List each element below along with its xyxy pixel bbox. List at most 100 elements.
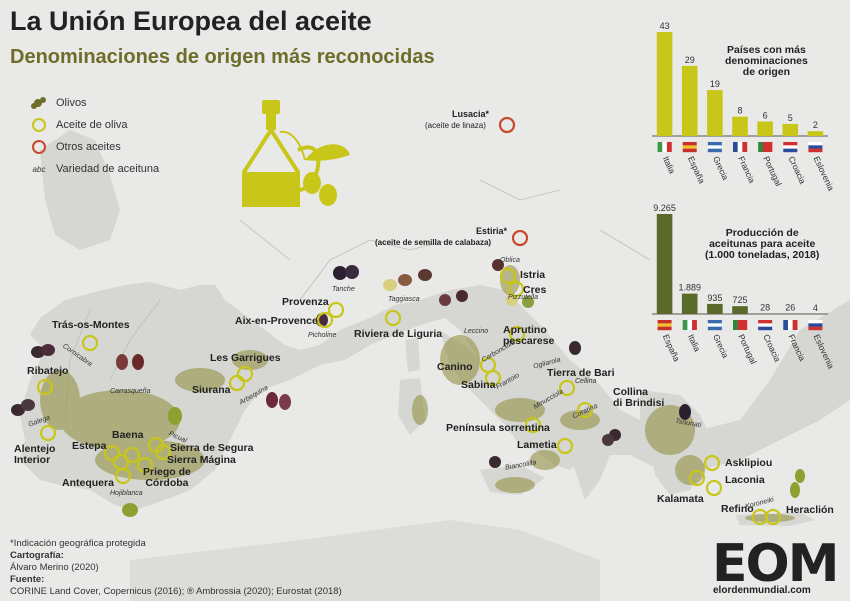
legend-item-variedad: abc Variedad de aceituna — [30, 162, 160, 176]
variety-leccino: Leccino — [464, 328, 489, 335]
value-label: 4 — [813, 303, 818, 313]
value-label: 5 — [788, 113, 793, 123]
value-label: 8 — [737, 106, 742, 116]
label-sierra-segura: Sierra de Segura — [170, 442, 254, 454]
olive-oil-bottle-icon — [242, 100, 350, 207]
bar-portugal — [732, 306, 748, 314]
label-siurana: Siurana — [192, 384, 231, 396]
category-label: Croacia — [786, 155, 808, 186]
footer-cartography-label: Cartografía: — [10, 550, 64, 561]
label-ribatejo: Ribatejo — [27, 365, 69, 377]
bar-grecia — [707, 90, 723, 136]
legend-item-otros-aceites: Otros aceites — [30, 140, 121, 154]
page-title: La Unión Europea del aceite — [10, 6, 372, 36]
gr-flag-icon — [707, 142, 722, 153]
label-provenza: Provenza — [282, 296, 329, 308]
variety-taggiasca: Taggiasca — [388, 296, 420, 303]
hr-flag-icon — [758, 320, 773, 331]
label-asklipiou: Asklipiou — [725, 457, 773, 469]
category-label: España — [661, 333, 682, 364]
red-ring-icon — [30, 140, 48, 154]
it-flag-icon — [657, 142, 672, 152]
bar-grecia — [707, 303, 723, 314]
label-estiria: Estiria* — [476, 226, 508, 236]
label-estepa: Estepa — [72, 440, 107, 452]
category-label: Eslovenia — [812, 155, 837, 193]
page-subtitle: Denominaciones de origen más reconocidas — [10, 46, 435, 68]
category-label: Italia — [686, 333, 703, 354]
label-cres: Cres — [523, 284, 547, 296]
category-label: Croacia — [761, 333, 783, 364]
label-lusacia-sub: (aceite de linaza) — [425, 121, 486, 130]
gr-flag-icon — [707, 320, 722, 331]
footer-note: *Indicación geográfica protegida — [10, 538, 146, 549]
label-tierra-bari: Tierra de Bari — [547, 367, 615, 379]
label-canino: Canino — [437, 361, 473, 373]
label-les-garrigues: Les Garrigues — [210, 352, 281, 364]
category-label: Grecia — [711, 155, 731, 182]
variety-hojiblanca: Hojiblanca — [110, 490, 143, 497]
label-lusacia: Lusacia* — [452, 109, 490, 119]
category-label: Portugal — [761, 155, 783, 188]
value-label: 2 — [813, 120, 818, 130]
label-laconia: Laconia — [725, 474, 765, 486]
yellow-ring-icon — [30, 118, 48, 132]
bar-portugal — [757, 121, 773, 136]
legend-item-olivos: Olivos — [30, 96, 87, 110]
variety-pizzutella: Pizzutella — [508, 294, 538, 301]
bar-eslovenia — [807, 131, 824, 136]
variety-tanche: Tanche — [332, 286, 355, 293]
footer-sources-label: Fuente: — [10, 574, 45, 585]
variety-carrasquena: Carrasqueña — [110, 388, 151, 395]
legend-label: Otros aceites — [56, 141, 121, 153]
label-kalamata: Kalamata — [657, 493, 704, 505]
category-label: Italia — [661, 155, 678, 176]
label-sierra-magina: Sierra Mágina — [167, 454, 236, 466]
label-alentejo: Alentejo Interior — [14, 443, 56, 466]
category-label: España — [686, 155, 707, 186]
label-aprutino: Aprutino pescarese — [503, 324, 555, 347]
pt-flag-icon — [758, 142, 773, 152]
pt-flag-icon — [733, 320, 748, 330]
label-riviera: Riviera de Liguria — [354, 328, 443, 340]
fr-flag-icon — [783, 320, 798, 330]
abc-icon: abc — [32, 164, 46, 174]
label-peninsula: Península sorrentina — [446, 422, 550, 434]
label-collina: Collina di Brindisi — [613, 386, 665, 409]
label-aix: Aix-en-Provence — [235, 315, 318, 327]
borders — [64, 179, 651, 421]
north-africa — [130, 520, 600, 601]
value-label: 725 — [732, 295, 747, 305]
variety-cellina: Cellina — [575, 378, 597, 385]
footer-cartography: Álvaro Merino (2020) — [10, 562, 99, 573]
hr-flag-icon — [783, 142, 798, 153]
bar-croacia — [782, 123, 799, 136]
value-label: 19 — [710, 79, 720, 89]
value-label: 28 — [760, 303, 770, 313]
eom-url: elordenmundial.com — [713, 585, 811, 596]
legend-label: Aceite de oliva — [56, 119, 128, 131]
value-label: 26 — [785, 303, 795, 313]
label-refino: Refino — [721, 503, 754, 515]
chart2-title: Producción de aceitunas para aceite (1.0… — [705, 227, 820, 261]
variety-oblica: Oblica — [500, 257, 520, 264]
category-label: Grecia — [711, 333, 731, 360]
bar-italia — [681, 293, 698, 314]
label-istria: Istria — [520, 269, 546, 281]
corsica — [405, 338, 420, 372]
label-priego: Priego de Córdoba — [143, 466, 191, 489]
value-label: 43 — [660, 21, 670, 31]
label-sabina: Sabina — [461, 379, 496, 391]
bar-francia — [732, 116, 748, 136]
fr-flag-icon — [733, 142, 748, 152]
value-label: 1.889 — [678, 283, 701, 293]
value-label: 29 — [685, 55, 695, 65]
legend-label: Variedad de aceituna — [56, 163, 160, 175]
footer-sources: CORINE Land Cover, Copernicus (2016); ® … — [10, 586, 342, 597]
bar-españa — [681, 65, 698, 136]
value-label: 935 — [707, 293, 722, 303]
label-antequera: Antequera — [62, 477, 114, 489]
chart-denominaciones: 43 Italia 29 España 19 Grecia 8 Francia 6 Portuga… — [652, 21, 836, 192]
